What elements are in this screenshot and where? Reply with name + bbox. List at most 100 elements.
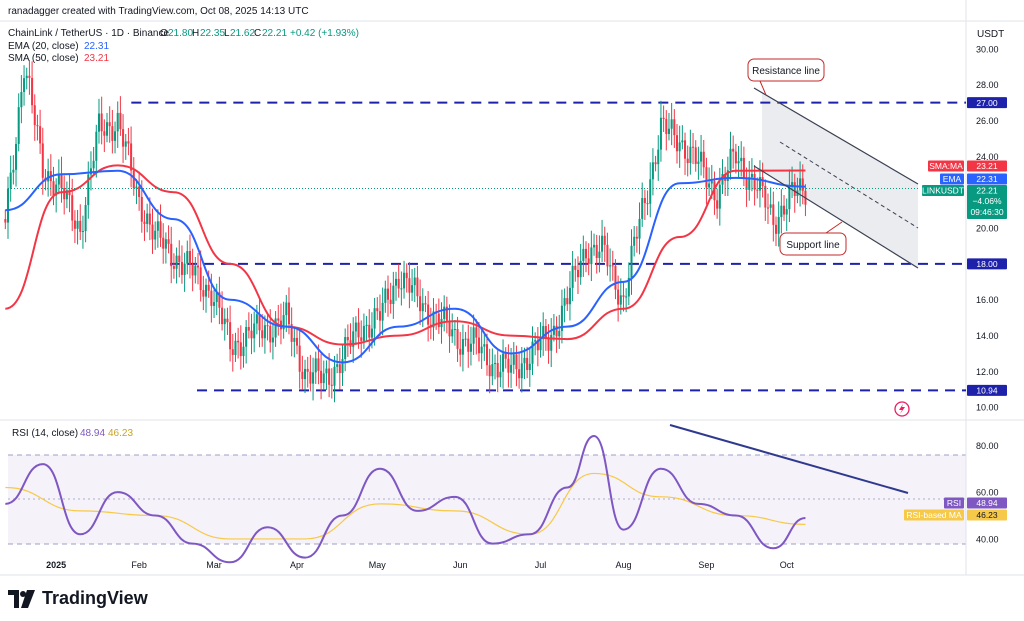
candle-body	[31, 77, 34, 106]
candle-body	[716, 200, 719, 209]
badge-value: 22.31	[976, 174, 998, 184]
candle-body	[309, 371, 312, 384]
candle-body	[678, 142, 681, 152]
axis-badges: SMA:MA 23.21 EMA 22.31 LINKUSDT 22.21−4.06%09…	[904, 97, 1007, 521]
candle-body	[753, 173, 756, 190]
badge-name-box	[904, 509, 964, 521]
candle-body	[207, 284, 210, 291]
candle-body	[293, 337, 296, 342]
candle-body	[539, 339, 542, 351]
price-tick-label: 20.00	[976, 224, 999, 234]
candle-body	[536, 340, 539, 351]
candle-body	[742, 157, 745, 178]
candle-body	[263, 325, 266, 339]
level-badge-value: 18.00	[976, 259, 998, 269]
candle-body	[231, 349, 234, 355]
candle-body	[783, 205, 786, 215]
candle-body	[97, 113, 101, 132]
candle-body	[341, 359, 344, 374]
candle-body	[71, 195, 74, 221]
candle-body	[705, 167, 708, 188]
candle-body	[544, 326, 547, 339]
candle-body	[785, 209, 788, 215]
badge-name-box	[944, 497, 964, 509]
candle-body	[801, 178, 804, 191]
candle-body	[295, 337, 299, 346]
level-badge-value: 10.94	[976, 386, 998, 396]
candle-body	[403, 272, 406, 289]
candle-body	[445, 306, 448, 321]
candle-body	[162, 237, 165, 249]
rsi-tick-label: 80.00	[976, 441, 999, 451]
candle-body	[619, 295, 622, 305]
candle-body	[180, 261, 183, 275]
candle-body	[344, 337, 347, 360]
candle-body	[290, 324, 293, 342]
candle-body	[103, 131, 106, 136]
candle-body	[558, 330, 561, 337]
candle-body	[213, 302, 216, 306]
candle-body	[119, 112, 122, 130]
candle-body	[630, 245, 633, 278]
candlesticks	[4, 60, 807, 403]
candle-body	[108, 122, 111, 127]
candle-body	[697, 161, 700, 164]
candle-body	[448, 320, 451, 337]
level-badge-value: 27.00	[976, 98, 998, 108]
price-axis-currency: USDT	[977, 29, 1004, 40]
candle-body	[122, 129, 125, 147]
candle-body	[472, 327, 475, 344]
candle-body	[199, 267, 202, 291]
price-tick-label: 12.00	[976, 367, 999, 377]
channel-fill	[762, 92, 918, 268]
candle-body	[576, 269, 580, 278]
candle-body	[633, 236, 636, 246]
candle-body	[146, 213, 149, 224]
candle-body	[298, 345, 301, 372]
ema-legend-label: EMA (20, close)	[8, 41, 79, 52]
candle-body	[595, 244, 598, 258]
candle-body	[140, 196, 143, 222]
candle-body	[710, 181, 713, 184]
candle-body	[360, 337, 363, 341]
candle-body	[73, 220, 76, 229]
candle-body	[330, 384, 333, 386]
candle-body	[502, 353, 505, 372]
candle-body	[17, 107, 20, 144]
candle-body	[87, 174, 90, 206]
candle-body	[167, 239, 170, 244]
candle-body	[218, 292, 221, 308]
candle-body	[534, 340, 537, 342]
lightning-icon[interactable]	[894, 401, 910, 417]
svg-text:O: O	[160, 28, 168, 39]
candle-body	[188, 251, 191, 265]
candle-body	[437, 313, 440, 328]
candle-body	[370, 328, 373, 338]
badge-value-box	[967, 497, 1007, 509]
candle-body	[138, 186, 141, 197]
candle-body	[531, 341, 534, 364]
candle-body	[654, 162, 657, 165]
created-by-text: ranadagger created with TradingView.com,…	[8, 6, 309, 17]
candle-body	[314, 358, 317, 373]
candle-body	[170, 243, 173, 267]
candle-body	[151, 224, 154, 240]
candle-body	[130, 143, 133, 171]
price-badge-name-box	[922, 185, 964, 196]
candle-body	[477, 337, 480, 354]
time-axis-ticks: 2025 Feb Mar Apr May Jun Jul Aug Sep Oct	[46, 560, 794, 570]
candle-body	[590, 247, 593, 265]
channel-midline	[779, 141, 919, 229]
tradingview-wordmark: TradingView	[42, 588, 148, 608]
candle-body	[748, 177, 751, 190]
candle-body	[622, 295, 625, 297]
candle-body	[354, 322, 357, 332]
candle-body	[694, 147, 697, 164]
candle-body	[205, 284, 208, 297]
candle-body	[777, 216, 780, 234]
candle-body	[665, 119, 668, 135]
candle-body	[451, 329, 454, 337]
candle-body	[579, 260, 582, 278]
candle-body	[523, 357, 526, 364]
candle-body	[555, 325, 558, 337]
